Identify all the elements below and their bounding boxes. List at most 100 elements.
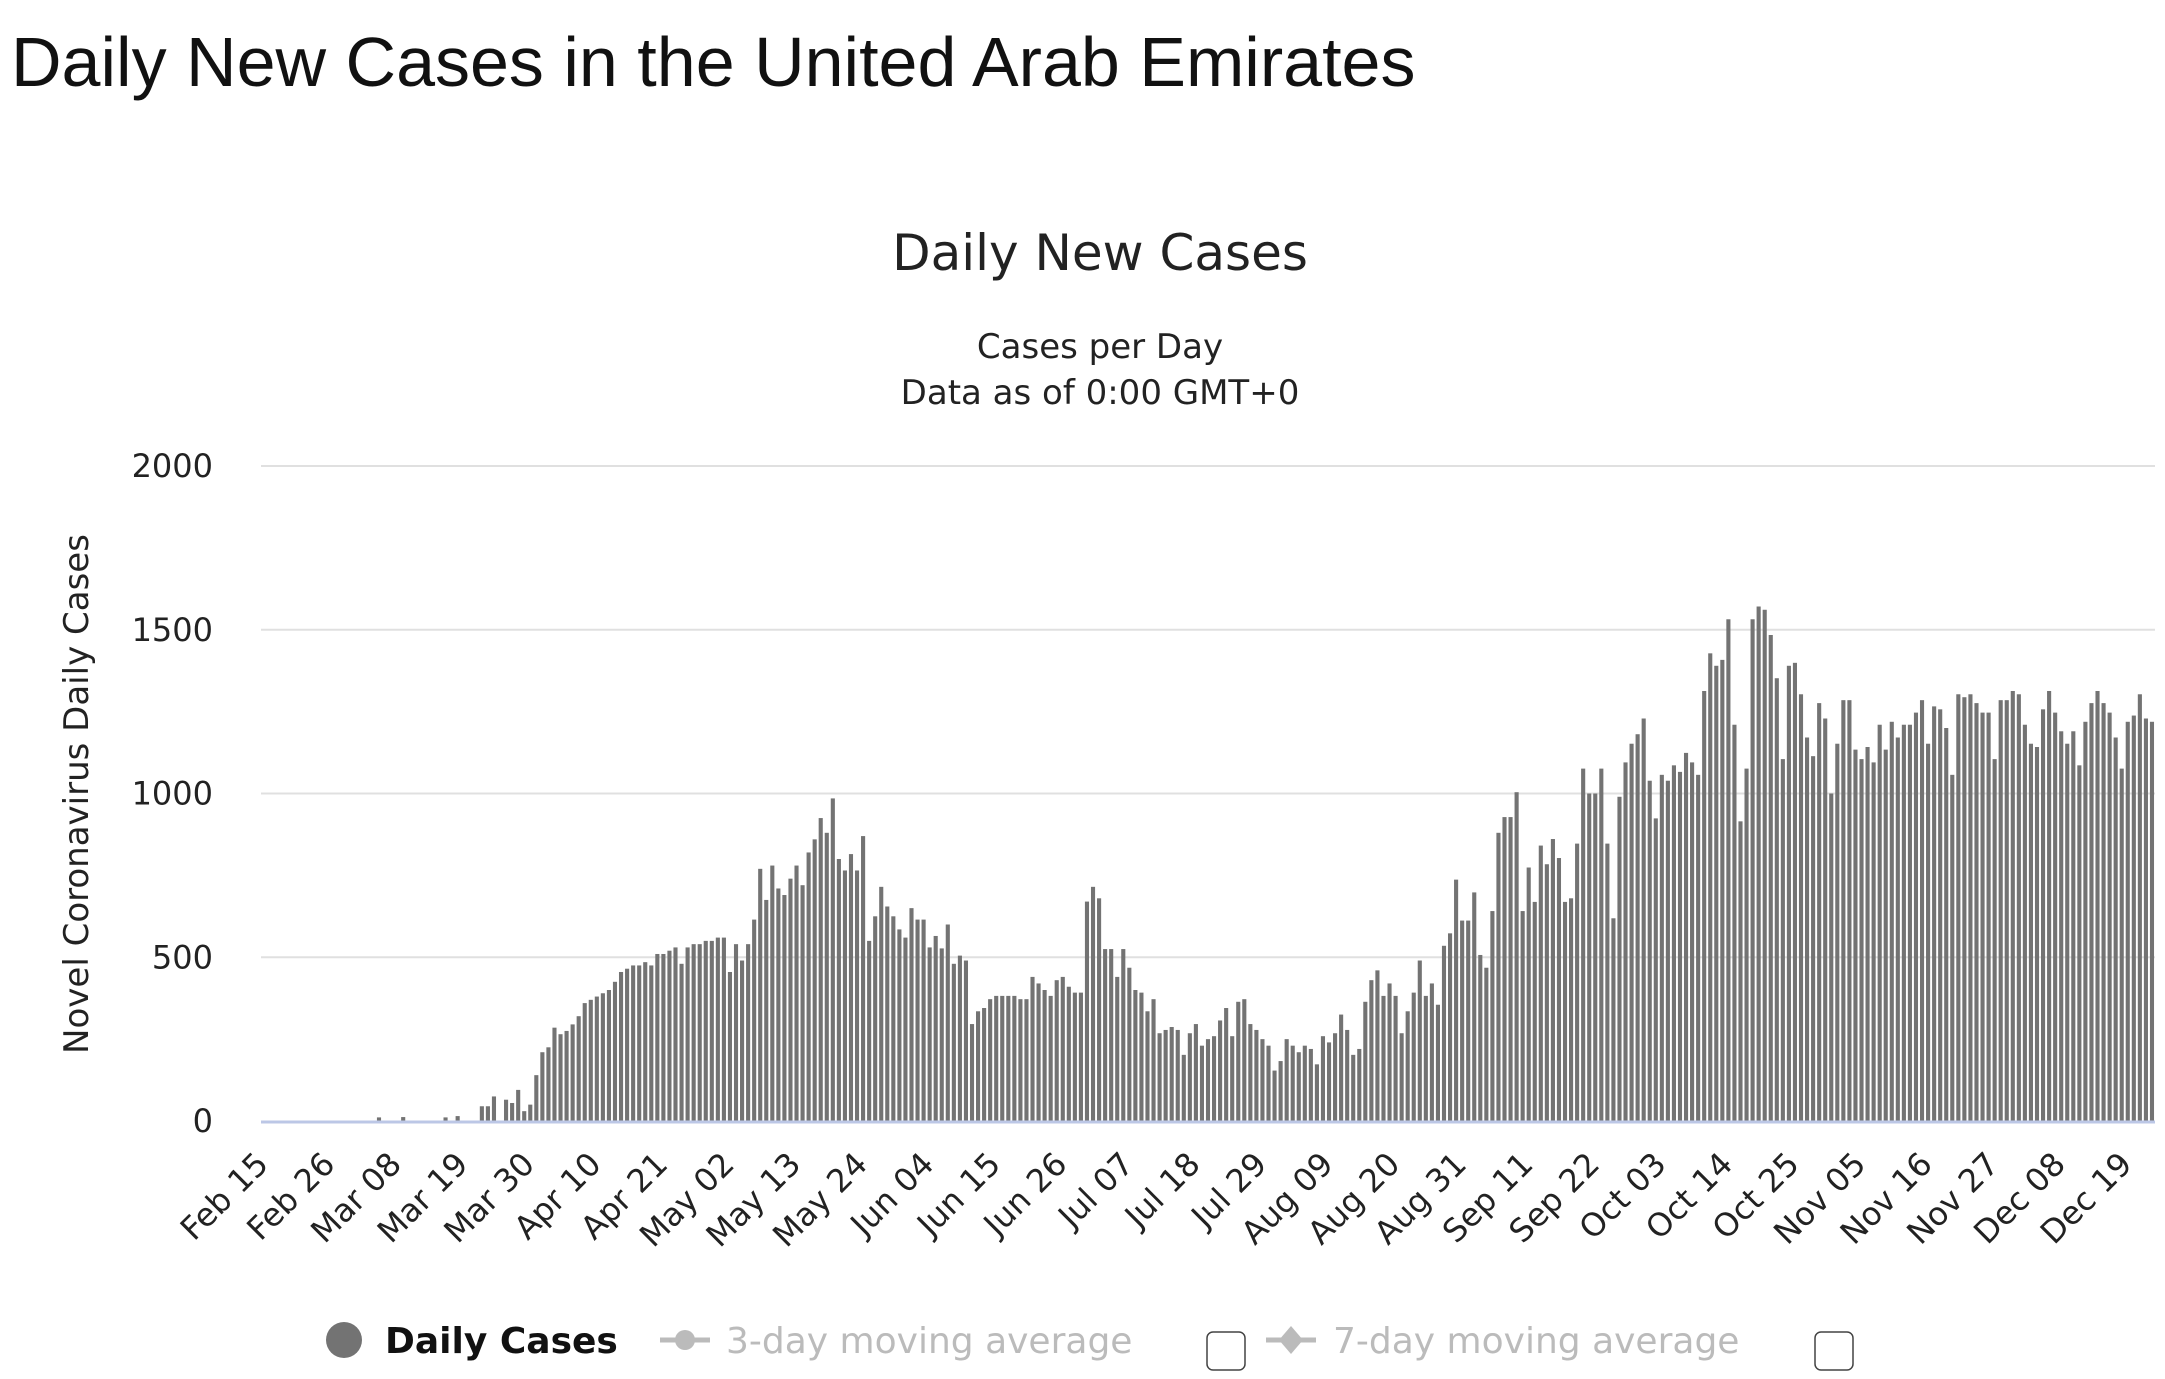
bar[interactable] [1708, 653, 1713, 1121]
bar[interactable] [915, 919, 920, 1121]
bar[interactable] [879, 886, 884, 1121]
bar[interactable] [2101, 703, 2106, 1121]
bar[interactable] [1659, 774, 1664, 1121]
bar[interactable] [1211, 1036, 1217, 1121]
bar[interactable] [800, 885, 805, 1121]
bar[interactable] [2095, 690, 2100, 1121]
bar[interactable] [1992, 759, 1997, 1121]
bar[interactable] [594, 996, 599, 1121]
bar[interactable] [830, 798, 835, 1121]
bar[interactable] [685, 947, 690, 1121]
bar[interactable] [1726, 619, 1731, 1121]
bar[interactable] [1302, 1045, 1307, 1121]
bar[interactable] [1496, 832, 1501, 1121]
bar[interactable] [1841, 700, 1846, 1121]
bar[interactable] [485, 1106, 490, 1121]
bar[interactable] [1581, 768, 1586, 1121]
bar[interactable] [1677, 771, 1683, 1121]
bar[interactable] [746, 944, 751, 1121]
bar[interactable] [1314, 1064, 1319, 1121]
bar[interactable] [1623, 762, 1628, 1121]
bar[interactable] [963, 960, 969, 1121]
bar[interactable] [1254, 1029, 1259, 1121]
bar[interactable] [649, 965, 654, 1121]
bar[interactable] [2004, 700, 2009, 1121]
bar[interactable] [957, 955, 962, 1121]
bar[interactable] [661, 953, 666, 1121]
bar[interactable] [655, 953, 660, 1121]
bar[interactable] [933, 935, 938, 1121]
bar[interactable] [1520, 911, 1525, 1121]
bar[interactable] [836, 859, 841, 1121]
legend-item-7-day-average[interactable]: 7-day moving average [1266, 1321, 1739, 1362]
bar[interactable] [625, 968, 630, 1121]
bar[interactable] [1133, 990, 1138, 1121]
bar[interactable] [1950, 774, 1955, 1121]
bar[interactable] [824, 832, 829, 1121]
bar[interactable] [1115, 976, 1120, 1121]
bar[interactable] [1466, 920, 1471, 1121]
bar[interactable] [758, 868, 763, 1121]
bar[interactable] [673, 947, 678, 1121]
bar[interactable] [1460, 920, 1465, 1121]
bar[interactable] [612, 981, 618, 1121]
bar[interactable] [1490, 911, 1495, 1121]
bar[interactable] [982, 1008, 987, 1121]
bar[interactable] [1042, 990, 1047, 1121]
bar[interactable] [842, 870, 847, 1121]
bar[interactable] [1502, 817, 1507, 1121]
bar[interactable] [1750, 619, 1755, 1121]
bar[interactable] [1296, 1052, 1301, 1121]
bar[interactable] [401, 1117, 406, 1121]
bar[interactable] [1895, 737, 1900, 1122]
bar[interactable] [1817, 703, 1822, 1121]
bar[interactable] [2125, 721, 2130, 1121]
bar[interactable] [2089, 703, 2094, 1121]
bar[interactable] [1968, 694, 1973, 1121]
bar[interactable] [1169, 1027, 1174, 1121]
bar[interactable] [1702, 690, 1707, 1121]
legend-item-daily-cases[interactable]: Daily Cases [326, 1321, 618, 1362]
bar[interactable] [528, 1104, 533, 1122]
bar[interactable] [1786, 665, 1791, 1121]
bar[interactable] [939, 948, 944, 1121]
bar[interactable] [546, 1047, 551, 1121]
bar[interactable] [1744, 768, 1749, 1121]
bar[interactable] [806, 852, 811, 1121]
bar[interactable] [455, 1116, 460, 1121]
bar[interactable] [1629, 743, 1634, 1121]
bar[interactable] [1139, 992, 1144, 1121]
bar[interactable] [2143, 718, 2148, 1122]
bar[interactable] [1756, 606, 1761, 1122]
bar[interactable] [691, 944, 696, 1121]
bar[interactable] [1641, 718, 1646, 1122]
bar[interactable] [1260, 1039, 1265, 1122]
bar[interactable] [1871, 762, 1876, 1121]
bar[interactable] [1109, 949, 1114, 1121]
bar[interactable] [752, 919, 757, 1121]
bar[interactable] [2113, 737, 2118, 1122]
bar[interactable] [1151, 999, 1156, 1121]
bar[interactable] [1647, 780, 1652, 1121]
bar[interactable] [776, 888, 781, 1121]
bar[interactable] [770, 865, 775, 1121]
bar[interactable] [1720, 659, 1725, 1121]
bar[interactable] [1738, 821, 1743, 1121]
bar[interactable] [1090, 886, 1096, 1121]
bar[interactable] [1290, 1045, 1295, 1121]
bar[interactable] [951, 963, 956, 1121]
bar[interactable] [1980, 712, 1985, 1121]
bar[interactable] [1932, 706, 1937, 1121]
bar[interactable] [1829, 793, 1834, 1122]
bar[interactable] [1944, 728, 1949, 1121]
bar[interactable] [1399, 1033, 1404, 1121]
bar[interactable] [2053, 712, 2058, 1121]
bar[interactable] [491, 1096, 497, 1121]
bar[interactable] [1000, 995, 1005, 1121]
bar[interactable] [1175, 1029, 1180, 1121]
bar[interactable] [1236, 1001, 1241, 1121]
bar[interactable] [1611, 918, 1616, 1121]
bar[interactable] [1478, 954, 1483, 1121]
bar[interactable] [534, 1075, 539, 1121]
bar[interactable] [2137, 694, 2142, 1121]
